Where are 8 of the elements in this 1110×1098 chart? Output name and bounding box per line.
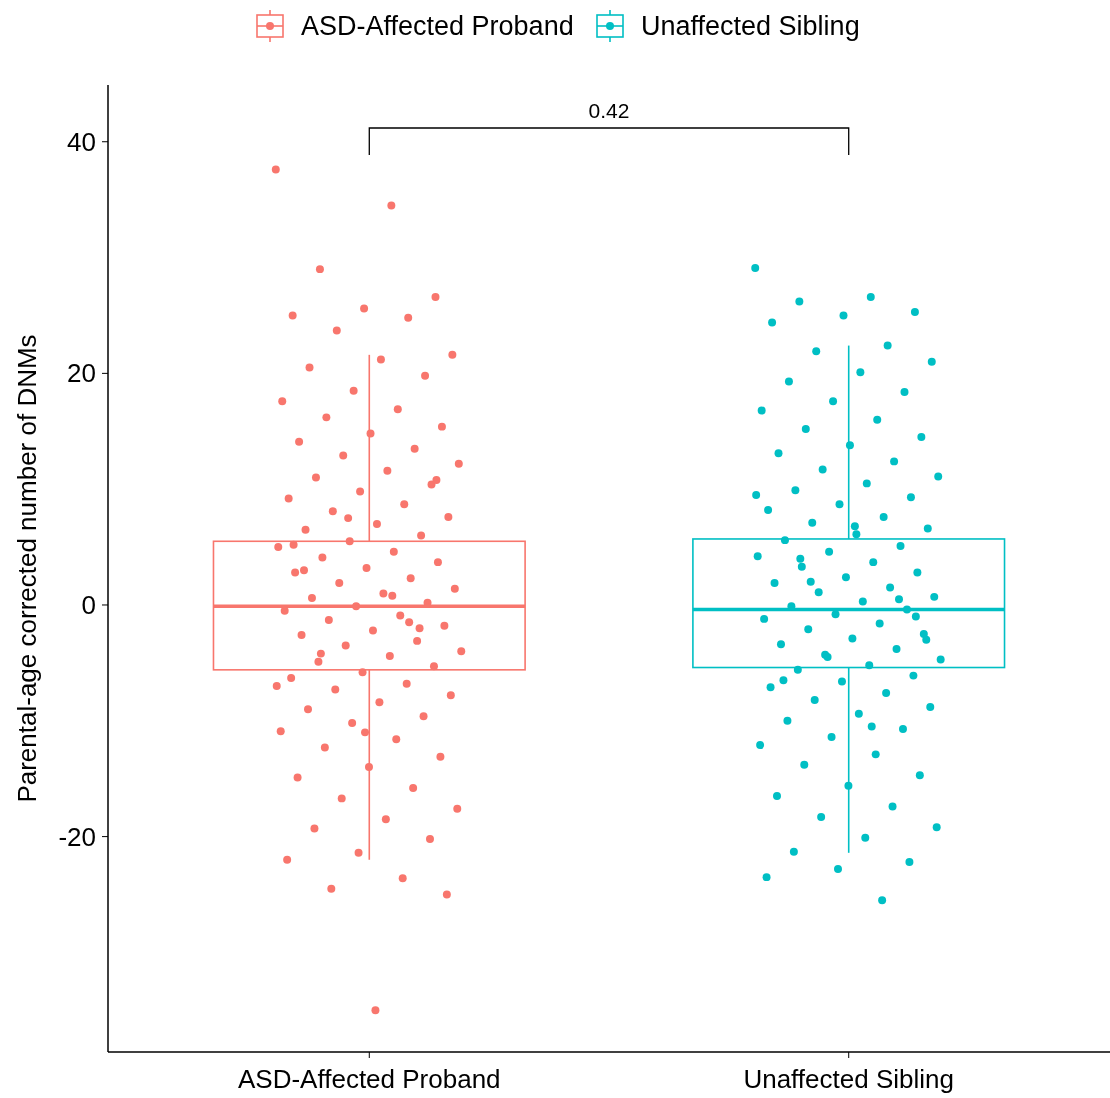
- y-tick-label: 0: [81, 590, 96, 621]
- annotation: 0.42: [588, 99, 630, 122]
- y-tick-label: 40: [67, 126, 96, 157]
- y-tick-label: 20: [67, 358, 96, 389]
- y-tick-label: -20: [58, 821, 96, 852]
- legend-label: Unaffected Sibling: [641, 11, 860, 42]
- legend-label: ASD-Affected Proband: [301, 11, 574, 42]
- y-axis-title: Parental-age corrected number of DNMs: [12, 334, 42, 803]
